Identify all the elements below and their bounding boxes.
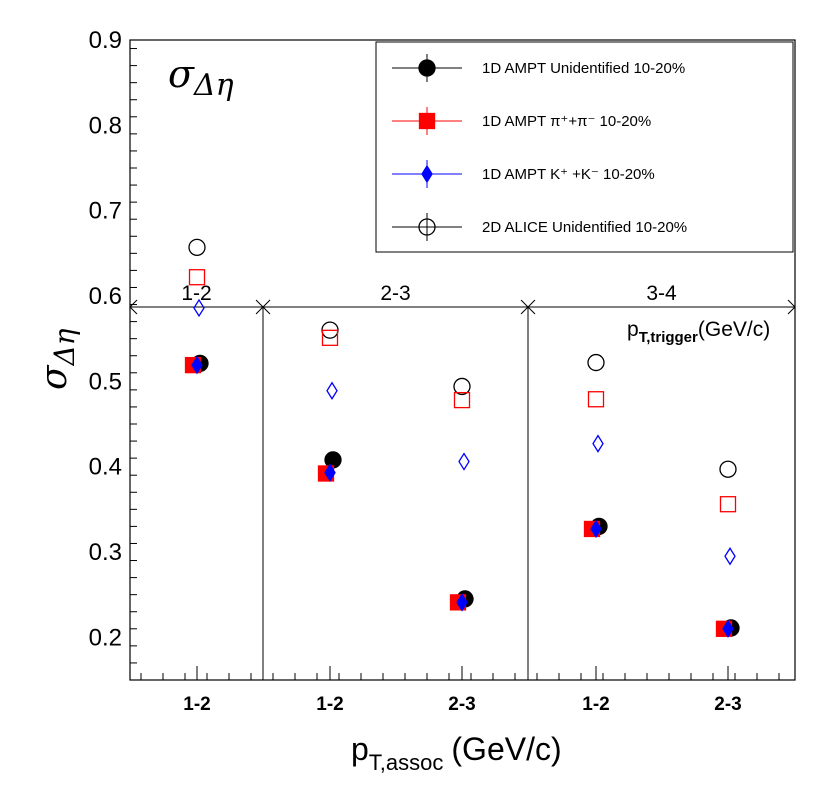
- trigger-bin-label: 1-2: [181, 282, 211, 305]
- data-point-open-square: [188, 269, 206, 286]
- data-point-filled-diamond: [456, 593, 468, 612]
- axis-ticks: 0.2 0.3 0.4 0.5 0.6 0.7 0.8 0.9 1-2 1-2 2-3 1-2 2-3: [89, 27, 780, 715]
- trigger-bin-label: 3-4: [646, 282, 677, 305]
- y-tick-label: 0.5: [89, 368, 122, 395]
- data-point-filled-diamond: [191, 355, 203, 375]
- y-axis-title: σΔη: [34, 328, 81, 390]
- legend-label: 1D AMPT Unidentified 10-20%: [482, 60, 685, 77]
- legend-marker: [421, 164, 433, 184]
- legend-marker: [418, 59, 436, 77]
- data-point-open-diamond: [326, 381, 338, 400]
- data-point-open-square: [321, 329, 339, 346]
- chart-title: σΔη: [168, 52, 234, 103]
- x-axis-title: pT,assoc (GeV/c): [351, 731, 562, 775]
- y-tick-label: 0.3: [89, 539, 122, 566]
- band-arrow: [262, 299, 271, 315]
- y-tick-label: 0.2: [89, 624, 122, 651]
- x-category-label: 1-2: [582, 694, 609, 715]
- trigger-bin-label: 2-3: [380, 282, 410, 305]
- legend-marker: [418, 218, 436, 236]
- data-point-open-diamond: [592, 434, 604, 453]
- legend-label: 2D ALICE Unidentified 10-20%: [482, 219, 687, 236]
- data-point-filled-diamond: [722, 619, 734, 639]
- data-point-open-circle: [719, 460, 737, 478]
- x-category-label: 1-2: [183, 694, 210, 715]
- legend-label: 1D AMPT K⁺ +K⁻ 10-20%: [482, 166, 655, 183]
- x-category-label: 2-3: [714, 694, 741, 715]
- data-point-open-diamond: [458, 452, 470, 471]
- data-point-open-square: [453, 391, 471, 409]
- y-tick-label: 0.9: [89, 27, 122, 54]
- data-point-open-circle: [587, 353, 605, 372]
- y-tick-label: 0.4: [89, 454, 122, 481]
- band-arrow: [787, 299, 796, 315]
- data-point-open-diamond: [193, 298, 205, 318]
- legend-marker: [418, 112, 436, 130]
- trigger-bands: 1-2 2-3 3-4: [129, 282, 796, 680]
- data-point-open-square: [587, 391, 605, 408]
- legend-box: [375, 41, 794, 253]
- data-point-filled-diamond: [324, 463, 336, 482]
- y-tick-label: 0.7: [89, 198, 122, 225]
- band-arrow: [129, 299, 138, 315]
- x-category-label: 1-2: [316, 694, 343, 715]
- data-marks: [184, 238, 740, 639]
- data-point-filled-diamond: [590, 519, 602, 539]
- y-tick-label: 0.6: [89, 283, 122, 310]
- x-category-label: 2-3: [448, 694, 475, 715]
- legend-label: 1D AMPT π⁺+π⁻ 10-20%: [482, 113, 651, 130]
- data-point-open-circle: [188, 238, 206, 257]
- band-arrow: [527, 299, 536, 315]
- data-point-open-diamond: [724, 547, 736, 566]
- y-tick-label: 0.8: [89, 112, 122, 139]
- legend: 1D AMPT Unidentified 10-20% 1D AMPT π⁺+π⁻…: [375, 41, 794, 253]
- data-point-open-circle: [453, 377, 471, 396]
- data-point-open-square: [719, 496, 737, 513]
- trigger-axis-label: pT,trigger(GeV/c): [627, 318, 770, 346]
